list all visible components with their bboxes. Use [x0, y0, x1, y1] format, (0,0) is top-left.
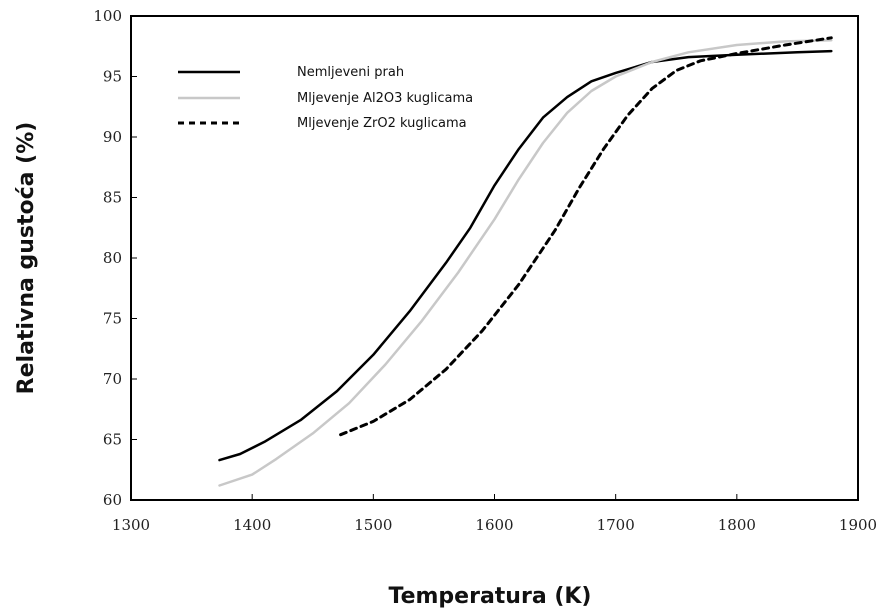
y-tick-label: 60: [103, 491, 122, 509]
legend-label-2: Mljevenje Al2O3 kuglicama: [297, 91, 473, 106]
x-tick-label: 1400: [233, 516, 271, 534]
y-tick-label: 100: [93, 7, 122, 25]
plot-frame: [130, 15, 859, 501]
axis-ticks: 1300 1400 1500 1600 1700 1800 1900 60 65 70 75 80 85…: [93, 7, 877, 534]
y-tick-label: 75: [103, 310, 122, 328]
y-tick-label: 65: [103, 431, 122, 449]
y-tick-label: 80: [103, 249, 122, 267]
y-axis-title: Relativna gustoća (%): [14, 122, 39, 395]
legend: Nemljeveni prah Mljevenje Al2O3 kuglicama…: [178, 65, 473, 131]
legend-label-1: Nemljeveni prah: [297, 65, 404, 80]
y-tick-label: 90: [103, 128, 122, 146]
x-tick-label: 1800: [718, 516, 756, 534]
series-line-2: [218, 38, 833, 487]
series-lines: [218, 36, 833, 487]
legend-label-3: Mljevenje ZrO2 kuglicama: [297, 116, 467, 131]
x-axis-title: Temperatura (K): [389, 584, 592, 609]
x-tick-label: 1700: [597, 516, 635, 534]
y-tick-label: 95: [103, 68, 122, 86]
series-line-1: [218, 49, 833, 462]
x-tick-label: 1900: [839, 516, 877, 534]
x-tick-label: 1500: [354, 516, 392, 534]
x-tick-label: 1600: [475, 516, 513, 534]
x-tick-label: 1300: [112, 516, 150, 534]
y-tick-label: 85: [103, 189, 122, 207]
y-tick-label: 70: [103, 370, 122, 388]
series-line-3: [339, 36, 833, 437]
